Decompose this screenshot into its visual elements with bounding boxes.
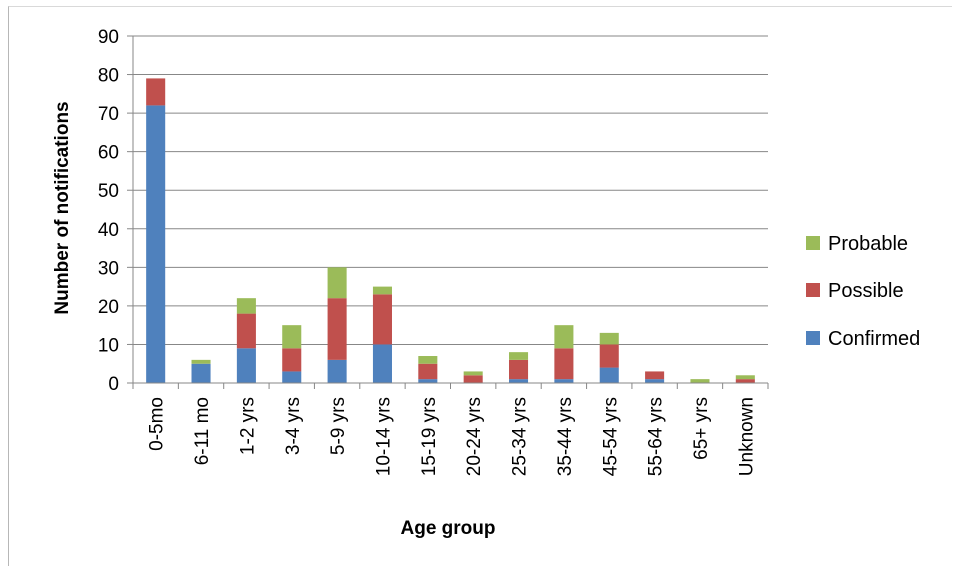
legend-label-probable: Probable: [828, 233, 908, 255]
bar-possible-10: [599, 344, 619, 368]
x-tick-label: 65+ yrs: [691, 397, 712, 460]
legend-swatch-probable: [806, 236, 820, 250]
legend-label-possible: Possible: [828, 280, 904, 302]
y-tick-label: 80: [98, 66, 119, 87]
bar-confirmed-3: [282, 371, 302, 383]
bar-confirmed-8: [509, 379, 529, 383]
bar-confirmed-1: [191, 363, 211, 383]
bar-probable-12: [690, 379, 710, 383]
bar-possible-0: [146, 78, 166, 106]
bar-possible-13: [735, 379, 755, 383]
bar-probable-1: [191, 359, 211, 364]
bar-probable-7: [463, 371, 483, 376]
y-tick-label: 10: [98, 335, 119, 356]
bar-probable-3: [282, 325, 302, 349]
x-tick-label: 3-4 yrs: [283, 397, 304, 455]
bar-possible-8: [509, 359, 529, 380]
x-tick-label: 20-24 yrs: [464, 397, 485, 476]
bar-confirmed-2: [236, 348, 256, 383]
chart-frame: [8, 6, 952, 566]
axes: [132, 36, 769, 389]
bar-possible-11: [645, 371, 665, 380]
bar-confirmed-9: [554, 379, 574, 383]
bar-confirmed-4: [327, 359, 347, 383]
bars: [146, 78, 755, 384]
bar-possible-7: [463, 375, 483, 383]
y-tick-label: 60: [98, 143, 119, 164]
y-tick-label: 20: [98, 297, 119, 318]
bar-confirmed-5: [372, 344, 392, 383]
legend-label-confirmed: Confirmed: [828, 328, 920, 350]
x-tick-label: 0-5mo: [147, 397, 168, 451]
x-tick-label: 6-11 mo: [192, 397, 213, 465]
y-tick-label: 70: [98, 104, 119, 125]
y-tick-label: 0: [108, 374, 119, 395]
x-tick-label: 15-19 yrs: [419, 397, 440, 476]
legend-swatch-possible: [806, 283, 820, 297]
y-tick-label: 30: [98, 258, 119, 279]
bar-probable-8: [509, 352, 529, 360]
x-axis-title: Age group: [401, 518, 496, 539]
bar-possible-3: [282, 348, 302, 372]
x-tick-label: 25-34 yrs: [510, 397, 531, 476]
y-tick-labels: 0 10 20 30 40 50 60 70 80 90: [98, 27, 119, 395]
y-tick-label: 50: [98, 181, 119, 202]
bar-probable-13: [735, 375, 755, 380]
x-tick-label: Unknown: [736, 397, 757, 476]
bar-probable-9: [554, 325, 574, 349]
gridlines: [127, 35, 768, 384]
bar-possible-2: [236, 313, 256, 349]
x-tick-label: 5-9 yrs: [328, 397, 349, 455]
y-tick-label: 40: [98, 220, 119, 241]
bar-confirmed-6: [418, 379, 438, 383]
x-tick-label: 1-2 yrs: [237, 397, 258, 455]
bar-confirmed-0: [146, 105, 166, 384]
bar-probable-10: [599, 332, 619, 345]
x-tick-label: 35-44 yrs: [555, 397, 576, 476]
bar-possible-4: [327, 298, 347, 360]
bar-probable-5: [372, 286, 392, 295]
bar-confirmed-11: [645, 379, 665, 383]
x-tick-labels: 0-5mo 6-11 mo 1-2 yrs 3-4 yrs 5-9 yrs 10-14 y…: [147, 397, 758, 476]
bar-probable-4: [327, 267, 347, 299]
bar-confirmed-10: [599, 367, 619, 383]
bar-possible-5: [372, 294, 392, 345]
bar-probable-6: [418, 356, 438, 364]
bar-possible-6: [418, 363, 438, 380]
bar-possible-9: [554, 348, 574, 380]
legend-swatch-confirmed: [806, 331, 820, 345]
x-tick-label: 10-14 yrs: [373, 397, 394, 476]
x-tick-label: 55-64 yrs: [646, 397, 667, 476]
y-tick-label: 90: [98, 27, 119, 48]
legend: Probable Possible Confirmed: [806, 233, 920, 350]
y-axis-title: Number of notifications: [52, 101, 73, 314]
x-tick-label: 45-54 yrs: [600, 397, 621, 476]
bar-probable-2: [236, 298, 256, 314]
